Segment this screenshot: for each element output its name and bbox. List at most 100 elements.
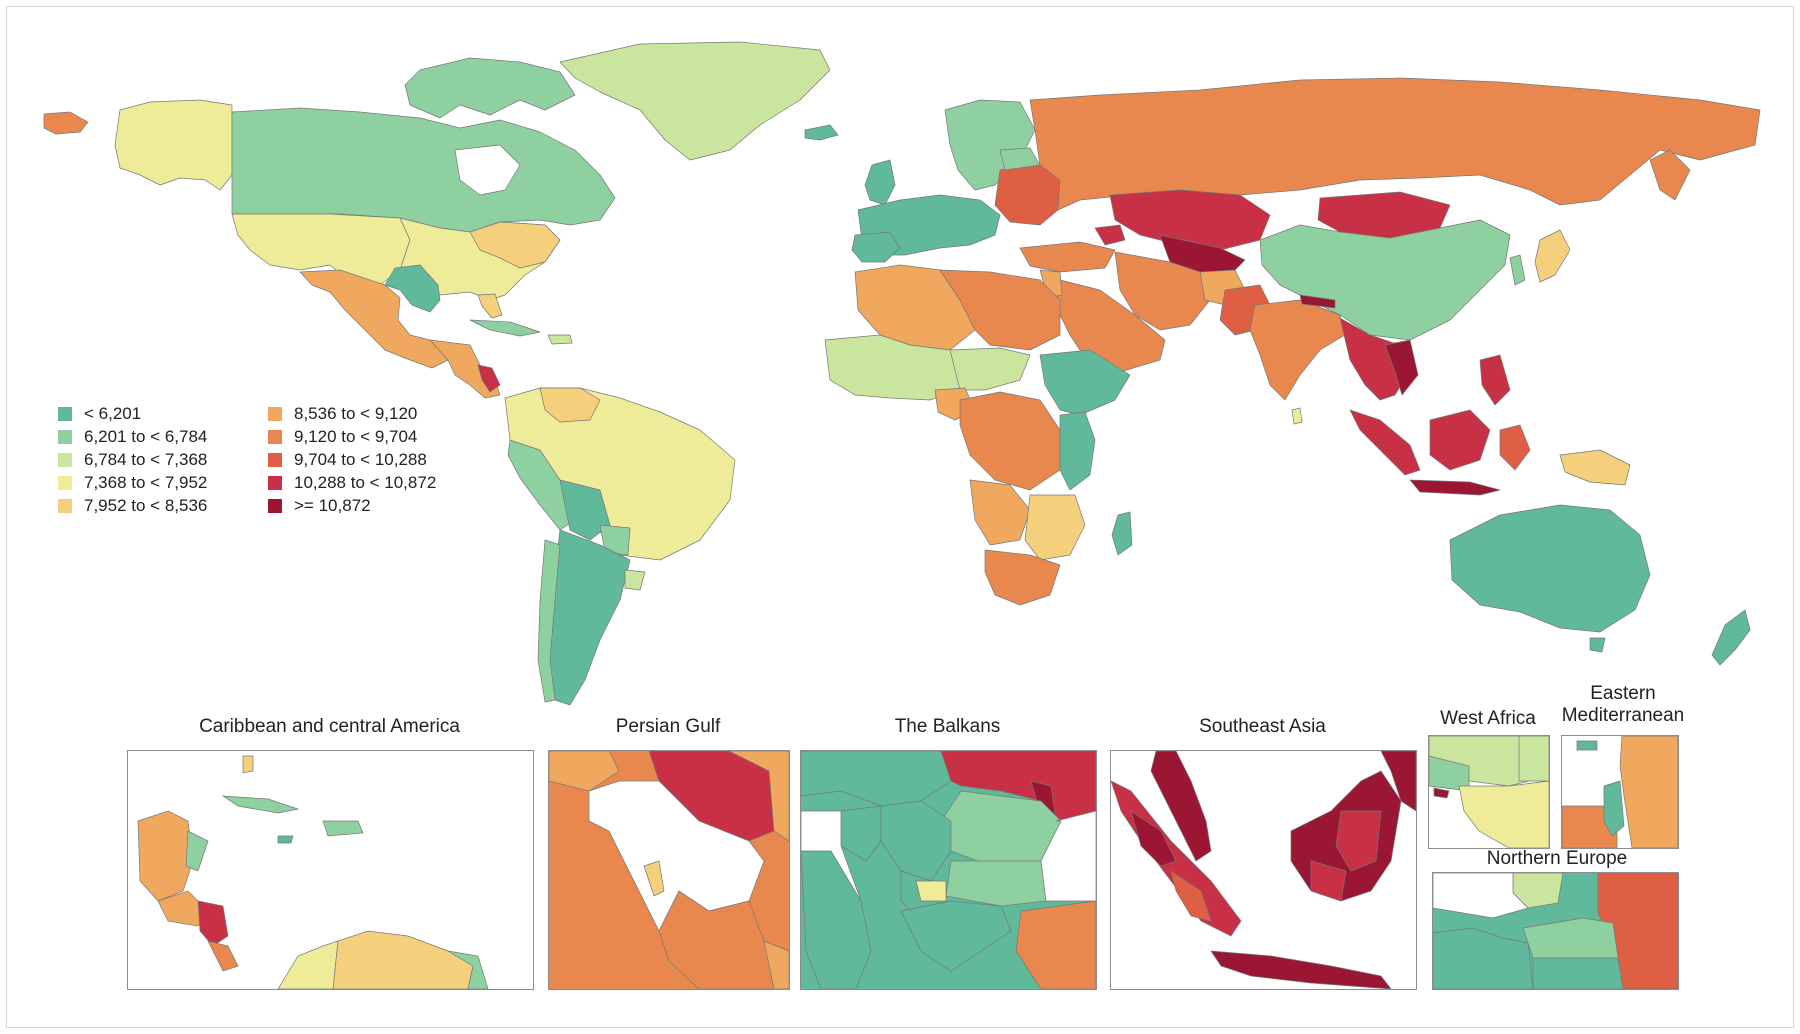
legend-item: 8,536 to < 9,120 xyxy=(268,404,417,424)
region-uk xyxy=(864,159,896,206)
legend-label: 9,704 to < 10,288 xyxy=(294,450,427,469)
region-new-guinea xyxy=(1559,449,1631,486)
region-java xyxy=(1409,479,1501,496)
region-canada xyxy=(231,107,616,233)
inset-northern-europe xyxy=(1432,872,1679,990)
region-nicaragua xyxy=(477,364,501,393)
region-central-africa xyxy=(959,391,1061,491)
inset-west-africa xyxy=(1428,735,1550,849)
region-caucasus xyxy=(1094,224,1126,246)
legend-label: 8,536 to < 9,120 xyxy=(294,404,418,423)
legend-item: 9,120 to < 9,704 xyxy=(268,427,417,447)
region-texas xyxy=(384,264,441,313)
inset-eastern-med-map xyxy=(1562,736,1678,848)
region-far-east-west xyxy=(43,111,89,135)
region-japan xyxy=(1534,229,1571,283)
legend-item: < 6,201 xyxy=(58,404,141,424)
legend-swatch xyxy=(58,407,72,421)
region-venezuela xyxy=(539,387,601,423)
inset-caribbean xyxy=(127,750,534,990)
legend-swatch xyxy=(268,453,282,467)
region-usa-northeast xyxy=(469,221,561,269)
region-kamchatka xyxy=(1649,149,1691,201)
region-east-africa xyxy=(1059,411,1096,491)
region-australia xyxy=(1449,504,1651,633)
legend-label: >= 10,872 xyxy=(294,496,371,515)
inset-title-persian-gulf: Persian Gulf xyxy=(615,716,721,737)
region-arctic-islands xyxy=(404,57,576,119)
inset-balkans-map xyxy=(801,751,1096,989)
inset-title-northern-europe: Northern Europe xyxy=(1486,848,1628,869)
inset-balkans xyxy=(800,750,1097,990)
inset-title-caribbean: Caribbean and central America xyxy=(199,716,460,737)
region-sulawesi xyxy=(1499,424,1531,471)
region-iceland xyxy=(804,124,839,141)
region-philippines xyxy=(1479,354,1511,406)
region-korea xyxy=(1509,254,1526,286)
legend-swatch xyxy=(58,453,72,467)
legend-item: >= 10,872 xyxy=(268,496,371,516)
legend-item: 6,201 to < 6,784 xyxy=(58,427,207,447)
legend-swatch xyxy=(268,499,282,513)
region-turkey xyxy=(1019,241,1116,273)
region-borneo xyxy=(1429,409,1491,471)
inset-title-southeast-asia: Southeast Asia xyxy=(1199,716,1326,737)
region-hispaniola xyxy=(547,334,573,345)
inset-southeast-asia-map xyxy=(1111,751,1416,989)
inset-west-africa-map xyxy=(1429,736,1549,848)
region-greenland xyxy=(559,41,831,161)
legend-label: 7,952 to < 8,536 xyxy=(84,496,208,515)
legend-item: 7,952 to < 8,536 xyxy=(58,496,207,516)
legend-label: 6,784 to < 7,368 xyxy=(84,450,208,469)
inset-title-eastern-mediterranean: Eastern Mediterranean xyxy=(1553,683,1693,727)
inset-northern-europe-map xyxy=(1433,873,1678,989)
inset-eastern-mediterranean xyxy=(1561,735,1679,849)
legend-label: 9,120 to < 9,704 xyxy=(294,427,418,446)
legend-swatch xyxy=(268,476,282,490)
region-north-africa-east xyxy=(939,269,1061,351)
region-chile xyxy=(537,539,561,703)
inset-southeast-asia xyxy=(1110,750,1417,990)
legend-item: 9,704 to < 10,288 xyxy=(268,450,427,470)
region-tasmania xyxy=(1589,637,1606,653)
region-central-america xyxy=(429,339,501,399)
region-cuba xyxy=(469,319,541,337)
inset-caribbean-map xyxy=(137,755,489,989)
region-nepal xyxy=(1299,294,1336,309)
legend-label: 7,368 to < 7,952 xyxy=(84,473,208,492)
region-iran xyxy=(1114,251,1211,331)
region-mainland-sea xyxy=(1339,317,1411,401)
region-russia xyxy=(1029,77,1761,211)
region-angola xyxy=(969,479,1031,546)
legend-swatch xyxy=(58,430,72,444)
region-alaska xyxy=(114,99,233,191)
region-south-africa xyxy=(984,549,1061,606)
region-sumatra xyxy=(1349,409,1421,476)
region-arabia xyxy=(1054,279,1166,373)
inset-persian-gulf-map xyxy=(549,751,789,989)
region-florida xyxy=(477,293,503,319)
legend-item: 7,368 to < 7,952 xyxy=(58,473,207,493)
inset-title-west-africa: West Africa xyxy=(1440,708,1536,729)
legend-swatch xyxy=(268,407,282,421)
inset-title-eastern-line1: Eastern xyxy=(1590,683,1656,704)
legend-label: 10,288 to < 10,872 xyxy=(294,473,437,492)
region-madagascar xyxy=(1111,511,1133,556)
region-iberia xyxy=(851,231,901,263)
region-north-africa-west xyxy=(854,264,976,351)
map-legend: < 6,201 6,201 to < 6,784 6,784 to < 7,36… xyxy=(58,404,478,534)
region-new-zealand xyxy=(1711,609,1751,666)
region-eastern-europe xyxy=(994,164,1061,226)
inset-title-eastern-line2: Mediterranean xyxy=(1561,705,1685,726)
legend-item: 6,784 to < 7,368 xyxy=(58,450,207,470)
region-bolivia xyxy=(559,479,611,541)
region-mexico xyxy=(299,269,449,369)
legend-label: 6,201 to < 6,784 xyxy=(84,427,208,446)
region-paraguay xyxy=(599,524,631,556)
region-kazakhstan xyxy=(1109,189,1271,251)
legend-swatch xyxy=(268,430,282,444)
region-southern-cone xyxy=(547,529,631,706)
region-horn xyxy=(1039,349,1131,416)
region-southeast-africa xyxy=(1024,494,1086,561)
region-uruguay xyxy=(624,569,646,591)
